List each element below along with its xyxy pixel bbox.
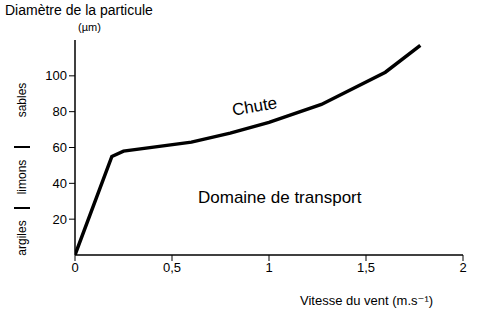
svg-text:60: 60 bbox=[53, 140, 67, 155]
svg-text:80: 80 bbox=[53, 104, 67, 119]
html-text:Domaine de transport: Domaine de transport bbox=[198, 188, 362, 207]
html-text:Chute: Chute bbox=[230, 93, 279, 120]
html-text:sables: sables bbox=[15, 82, 29, 118]
html-text:argiles: argiles bbox=[15, 220, 29, 256]
svg-text:1: 1 bbox=[265, 260, 272, 275]
html-text:Vitesse du vent (m.s⁻¹): Vitesse du vent (m.s⁻¹) bbox=[300, 293, 434, 308]
svg-text:0: 0 bbox=[71, 260, 78, 275]
svg-text:20: 20 bbox=[53, 212, 67, 227]
svg-text:40: 40 bbox=[53, 176, 67, 191]
svg-text:100: 100 bbox=[45, 68, 67, 83]
html-text:(µm): (µm) bbox=[78, 21, 101, 33]
html-text:Diamètre de la particule: Diamètre de la particule bbox=[5, 2, 153, 18]
html-text:limons: limons bbox=[15, 159, 29, 195]
svg-text:1,5: 1,5 bbox=[357, 260, 375, 275]
svg-text:0,5: 0,5 bbox=[163, 260, 181, 275]
svg-text:2: 2 bbox=[459, 260, 466, 275]
